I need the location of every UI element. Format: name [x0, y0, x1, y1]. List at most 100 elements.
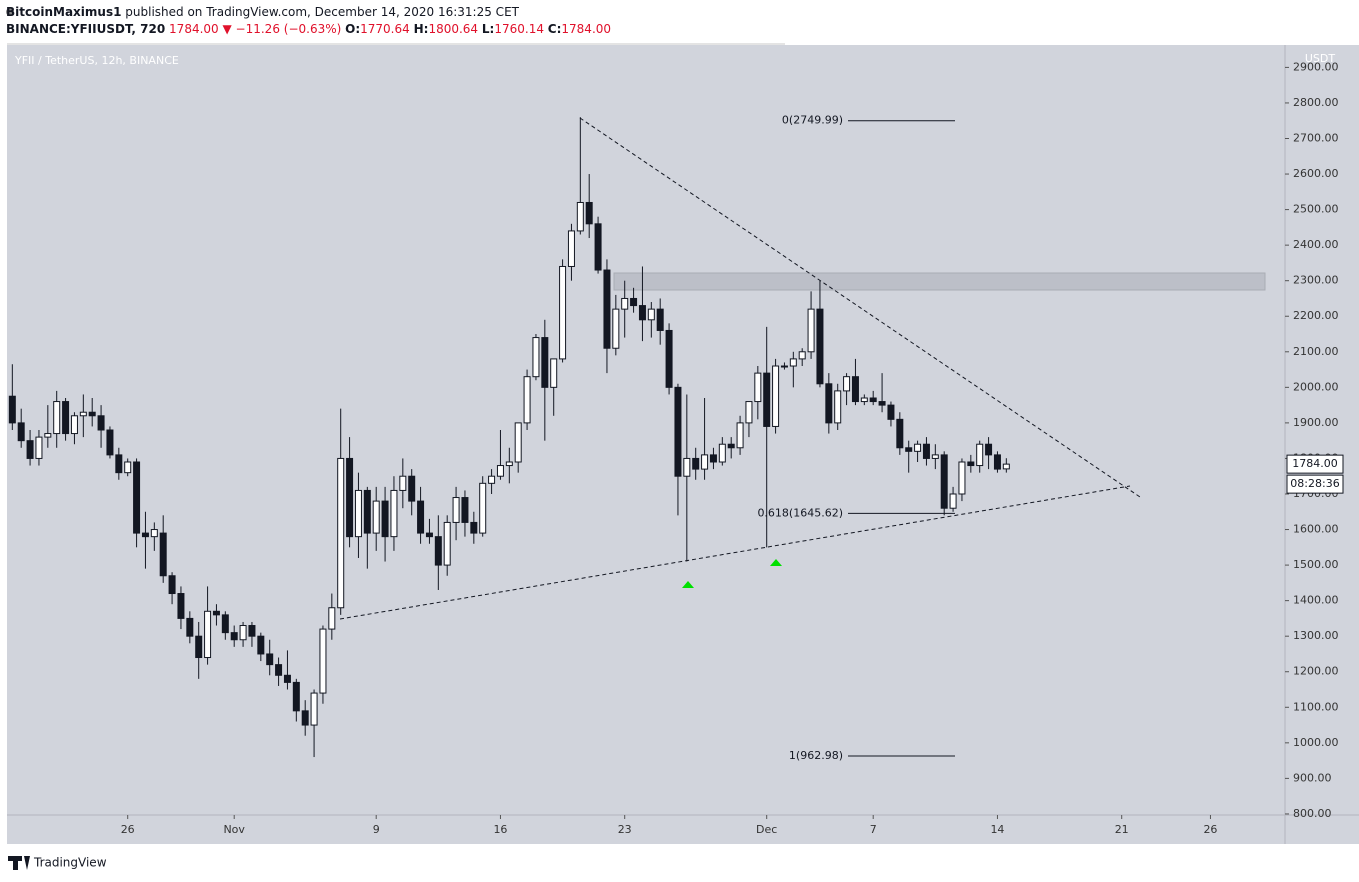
candle-body [372, 500, 380, 534]
x-tick-label: 16 [493, 823, 507, 836]
candle-body [275, 664, 283, 676]
price: 1784.00 [169, 22, 219, 36]
x-tick-label: 26 [1203, 823, 1217, 836]
o-label: O: [345, 22, 360, 36]
footer-brand: TradingView [33, 856, 107, 870]
candle-body [567, 230, 575, 267]
candle-body [230, 632, 238, 641]
y-tick-label: 2600.00 [1293, 167, 1339, 180]
l: 1760.14 [494, 22, 544, 36]
c-label: C: [548, 22, 562, 36]
candle-body [248, 625, 256, 637]
candle-body [319, 628, 327, 694]
candle-body [922, 443, 930, 459]
candle-body [417, 500, 425, 534]
candle-body [780, 365, 788, 368]
candle-body [603, 269, 611, 349]
y-tick-label: 2900.00 [1293, 60, 1339, 73]
x-tick-label: 21 [1115, 823, 1129, 836]
change: ▼ −11.26 (−0.63%) [223, 22, 342, 36]
candle-body [905, 447, 913, 452]
candle-body [834, 390, 842, 424]
candle-body [745, 401, 753, 424]
candle-body [816, 308, 824, 385]
y-tick-label: 1600.00 [1293, 523, 1339, 536]
candle-body [612, 308, 620, 349]
candle-body [807, 308, 815, 353]
candle-body [221, 614, 229, 634]
candle-body [106, 429, 114, 456]
candle-body [195, 635, 203, 659]
candle-body [851, 376, 859, 403]
candle-body [789, 358, 797, 367]
candle-body [168, 575, 176, 595]
y-tick-label: 2400.00 [1293, 238, 1339, 251]
candle-body [97, 415, 105, 431]
candle-body [798, 351, 806, 360]
candle-body [683, 457, 691, 477]
candle-body [825, 383, 833, 424]
trendline [579, 117, 1141, 498]
candle-body [887, 404, 895, 420]
candle-body [337, 457, 345, 609]
support-marker [682, 581, 694, 588]
candle-body [701, 454, 709, 470]
candle-body [212, 610, 220, 616]
candle-body [754, 372, 762, 403]
fib-label: 0(2749.99) [782, 114, 843, 127]
y-axis-label: USDT [1305, 52, 1336, 65]
candle-body [88, 411, 96, 417]
candle-body [310, 692, 318, 726]
candle-body [115, 454, 123, 474]
candle-body [62, 401, 70, 435]
y-tick-label: 1500.00 [1293, 558, 1339, 571]
candle-body [949, 493, 957, 509]
candle-body [843, 376, 851, 392]
candle-body [141, 532, 149, 538]
published: published on TradingView.com, December 1… [121, 5, 519, 19]
candle-body [53, 401, 61, 435]
l-label: L: [482, 22, 494, 36]
candle-body [967, 461, 975, 467]
plot-background [7, 45, 1285, 815]
candle-body [434, 536, 442, 566]
candle-body [292, 681, 300, 712]
fib-label: 1(962.98) [789, 749, 843, 762]
candle-body [1002, 463, 1010, 470]
candle-body [727, 443, 735, 449]
y-tick-label: 1000.00 [1293, 736, 1339, 749]
candle-body [44, 433, 52, 438]
resistance-zone [613, 272, 1266, 291]
y-tick-label: 2100.00 [1293, 345, 1339, 358]
candle-body [186, 617, 194, 637]
price-axis-background [1285, 45, 1359, 815]
candle-body [993, 454, 1001, 470]
candle-body [638, 305, 646, 321]
x-tick-label: 7 [870, 823, 877, 836]
candle-body [17, 422, 25, 442]
countdown-box [1286, 474, 1344, 494]
y-tick-label: 2800.00 [1293, 96, 1339, 109]
candle-body [363, 489, 371, 534]
candle-body [381, 500, 389, 538]
candle-body [301, 710, 309, 726]
countdown: 08:28:36 [1290, 477, 1339, 490]
candle-body [656, 308, 664, 331]
candle-body [940, 454, 948, 509]
candle-body [79, 411, 87, 417]
x-tick-label: 9 [373, 823, 380, 836]
candle-body [585, 201, 593, 225]
candle-body [124, 461, 132, 474]
y-tick-label: 1400.00 [1293, 594, 1339, 607]
header-line: BitcoinMaximus1 published on TradingView… [6, 5, 520, 19]
x-tick-label: 26 [121, 823, 135, 836]
time-axis-background [7, 815, 1359, 844]
candle-body [621, 297, 629, 310]
last-price-label: 1784.00 [1292, 457, 1338, 470]
candle-body [177, 593, 185, 619]
candle-body [674, 386, 682, 477]
symbol: BINANCE:YFIIUSDT, 720 [6, 22, 165, 36]
candle-body [479, 482, 487, 534]
logo [8, 856, 30, 870]
candle-body [204, 610, 212, 659]
